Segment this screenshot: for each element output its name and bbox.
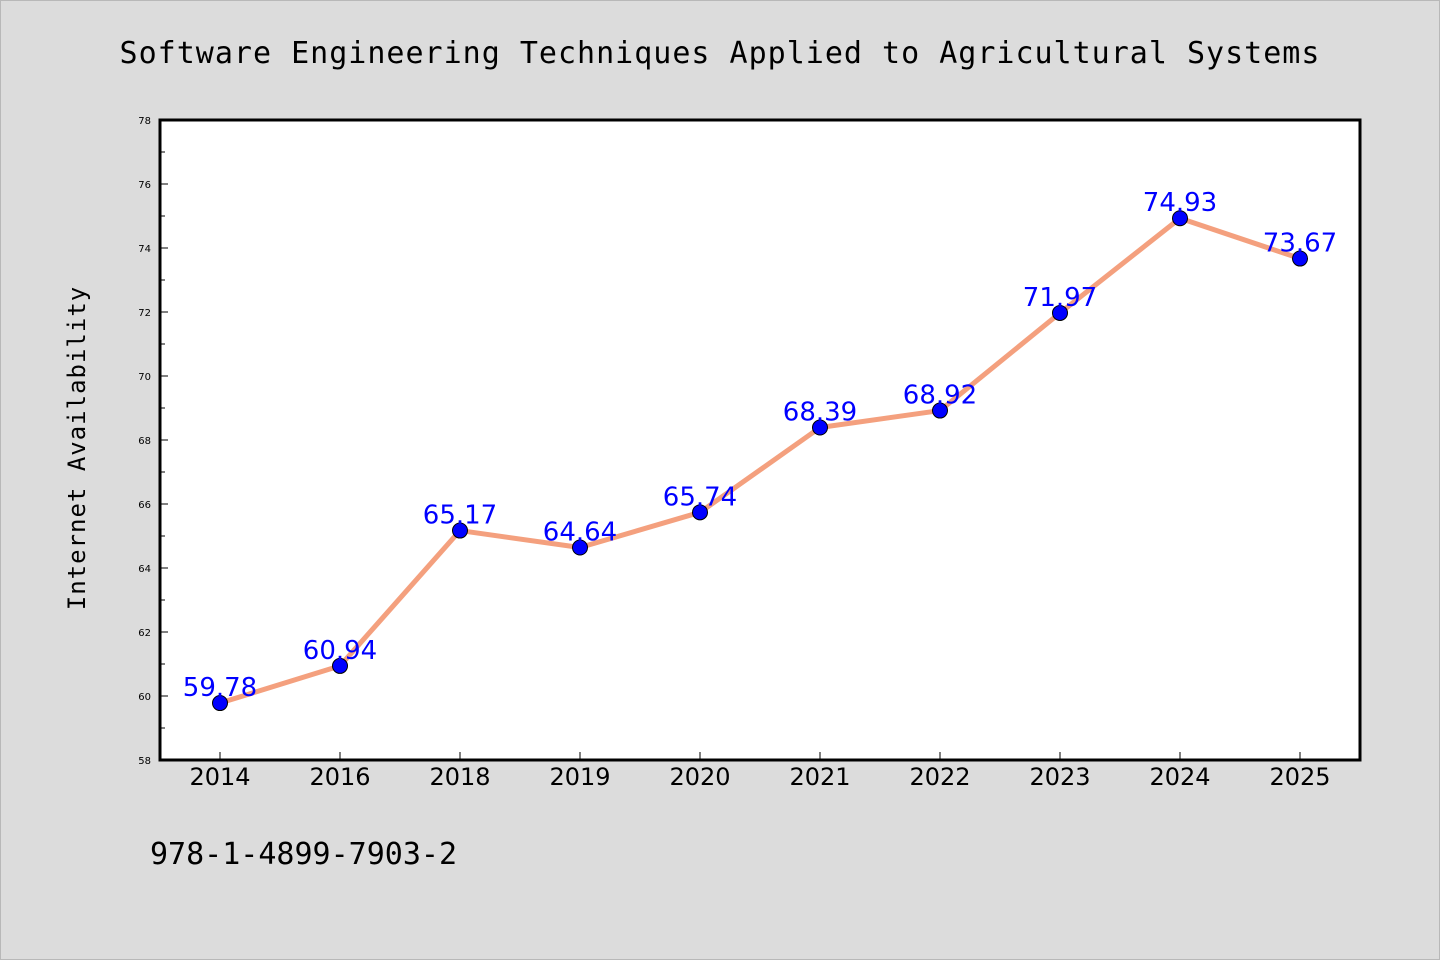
data-point: [692, 504, 708, 521]
y-tick-label: 58: [138, 756, 151, 767]
y-tick-label: 70: [138, 372, 151, 383]
series-line: [217, 215, 1303, 706]
isbn-text: 978-1-4899-7903-2: [150, 837, 457, 872]
chart-title: Software Engineering Techniques Applied …: [120, 36, 1321, 71]
x-tick-label: 2020: [669, 763, 730, 791]
y-tick-label: 72: [138, 308, 151, 319]
x-tick-label: 2024: [1149, 763, 1210, 791]
data-label: 65.74: [663, 482, 737, 512]
data-point: [332, 657, 348, 674]
data-point: [1172, 210, 1188, 227]
series-layer: 59.78 60.94 65.17 64.64 65.74 68.39 68.92 71.97…: [183, 188, 1337, 712]
data-label: 59.78: [183, 673, 257, 703]
data-point: [812, 419, 828, 436]
y-axis-title: Internet Availability: [63, 286, 91, 610]
x-tick-label: 2016: [309, 763, 370, 791]
y-tick-label: 76: [138, 180, 151, 191]
data-label: 65.17: [423, 501, 497, 531]
data-label: 60.94: [303, 636, 377, 666]
data-label: 68.39: [783, 398, 857, 428]
y-tick-label: 66: [138, 500, 151, 511]
y-tick-label: 68: [138, 436, 151, 447]
data-point: [572, 539, 588, 556]
x-tick-label: 2014: [189, 763, 250, 791]
data-label: 71.97: [1023, 283, 1097, 313]
data-label: 73.67: [1263, 229, 1337, 259]
x-tick-label: 2023: [1029, 763, 1090, 791]
y-tick-label: 60: [138, 692, 151, 703]
y-tick-label: 74: [138, 244, 151, 255]
data-point: [452, 522, 468, 539]
plot-frame: [158, 118, 1362, 762]
x-tick-label: 2025: [1269, 763, 1330, 791]
data-point: [932, 402, 948, 419]
y-tick-label: 62: [138, 628, 151, 639]
x-tick-label: 2022: [909, 763, 970, 791]
y-tick-label: 78: [138, 116, 151, 127]
data-point: [1052, 304, 1068, 321]
data-point: [212, 695, 228, 712]
data-label: 68.92: [903, 381, 977, 411]
plot-area: [160, 120, 1360, 760]
x-tick-label: 2019: [549, 763, 610, 791]
y-tick-label: 64: [138, 564, 151, 575]
x-tick-label: 2021: [789, 763, 850, 791]
data-label: 74.93: [1143, 188, 1217, 218]
data-point: [1292, 250, 1308, 267]
data-label: 64.64: [543, 518, 617, 548]
x-axis: 2014 2016 2018 2019 2020 2021 2022 2023 2024 2025: [189, 752, 1331, 791]
x-tick-label: 2018: [429, 763, 490, 791]
